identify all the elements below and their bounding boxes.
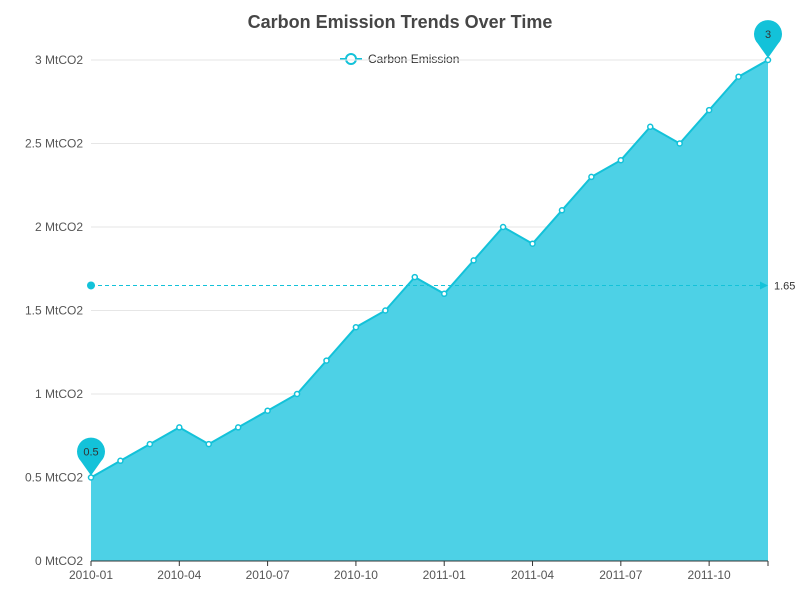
x-tick-label: 2010-07	[246, 568, 290, 582]
data-point	[146, 440, 154, 448]
x-tick-label: 2010-01	[69, 568, 113, 582]
legend[interactable]: Carbon Emission	[340, 51, 459, 67]
data-point	[264, 407, 271, 414]
mark-point-pin	[754, 20, 783, 58]
data-point	[87, 474, 95, 481]
data-point	[558, 207, 566, 214]
data-point	[117, 457, 124, 465]
data-point	[735, 73, 742, 80]
mark-line-arrow	[760, 281, 768, 290]
legend-label: Carbon Emission	[368, 52, 460, 66]
x-tick-label: 2011-04	[511, 568, 554, 582]
data-point	[764, 56, 772, 64]
data-point	[588, 173, 595, 181]
mark-line-label: 1.65	[774, 280, 795, 292]
data-point	[352, 323, 360, 331]
y-tick-label: 1 MtCO2	[35, 387, 83, 401]
x-tick-label: 2011-10	[688, 568, 731, 582]
data-point	[411, 273, 419, 281]
y-tick-label: 2 MtCO2	[35, 220, 83, 234]
y-tick-label: 2.5 MtCO2	[25, 137, 83, 151]
data-point	[323, 357, 330, 364]
mark-point-pin	[77, 437, 105, 476]
chart-title: Carbon Emission Trends Over Time	[247, 12, 553, 32]
x-tick-label: 2010-04	[157, 568, 201, 582]
data-point	[676, 140, 683, 147]
x-tick-label: 2011-01	[423, 568, 466, 582]
area-fill	[91, 60, 768, 561]
data-point	[499, 223, 507, 231]
data-point	[176, 424, 183, 431]
data-point	[470, 257, 477, 264]
data-point	[382, 307, 389, 314]
data-point	[293, 390, 301, 398]
y-tick-label: 0 MtCO2	[35, 554, 83, 568]
x-tick-label: 2011-07	[599, 568, 642, 582]
data-point	[205, 440, 212, 448]
data-point	[705, 106, 713, 114]
y-tick-label: 1.5 MtCO2	[25, 304, 83, 318]
y-tick-label: 3 MtCO2	[35, 53, 83, 67]
data-point	[440, 290, 448, 298]
legend-line-icon	[340, 52, 362, 66]
data-point	[617, 156, 625, 164]
data-point	[529, 240, 536, 247]
mark-point-label: 3	[765, 29, 771, 41]
x-tick-label: 2010-10	[334, 568, 378, 582]
data-point	[647, 123, 654, 131]
mark-point-label: 0.5	[83, 447, 98, 459]
y-tick-label: 0.5 MtCO2	[25, 471, 83, 485]
data-point	[234, 424, 242, 431]
